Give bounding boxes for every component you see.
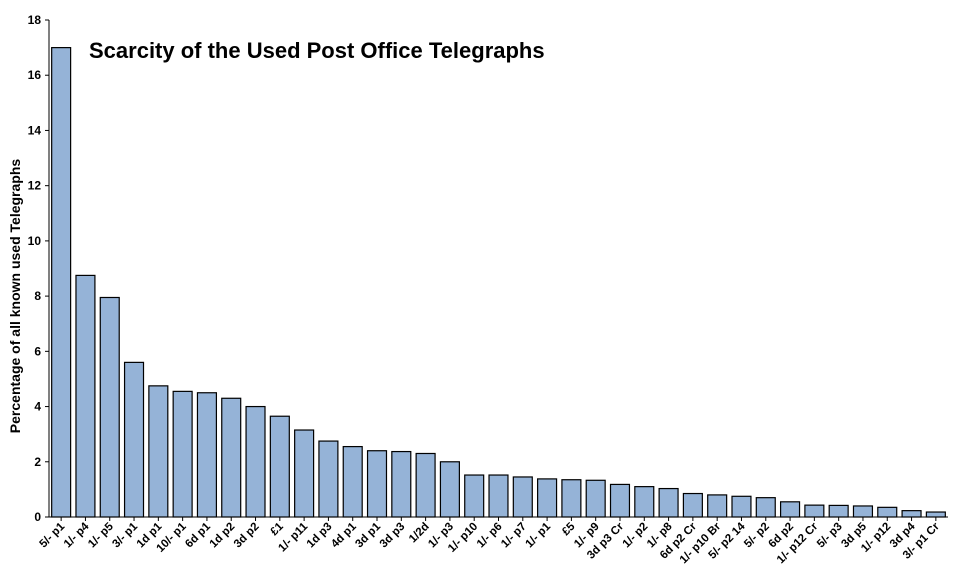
- bar: [464, 474, 485, 518]
- bar: [221, 397, 242, 518]
- x-tick-label: 1/- p6: [475, 521, 505, 551]
- bar: [269, 415, 290, 518]
- bar: [318, 440, 339, 518]
- y-tick-label: 12: [28, 179, 42, 193]
- bar: [804, 504, 825, 518]
- bar: [245, 405, 266, 518]
- y-tick-label: 8: [34, 289, 41, 303]
- x-tick-label: £5: [560, 520, 578, 538]
- bar: [609, 483, 631, 518]
- x-tick-label: 1/- p4: [62, 520, 92, 550]
- bar: [731, 495, 752, 518]
- x-tick-label: 6d p1: [183, 520, 213, 550]
- bar: [852, 505, 874, 518]
- bar: [123, 361, 145, 518]
- y-tick-label: 0: [34, 510, 41, 524]
- bar: [75, 274, 96, 518]
- x-tick-label: 1/- p1: [523, 520, 553, 550]
- x-tick-label: 1/- p5: [86, 520, 116, 550]
- bar: [585, 479, 606, 518]
- x-tick-label: 4d p1: [329, 520, 359, 550]
- bar: [512, 476, 533, 518]
- bar: [51, 47, 72, 518]
- x-tick-label: 1d p2: [208, 521, 238, 551]
- x-tick-label: 3d p3: [378, 521, 408, 551]
- bar: [172, 390, 193, 518]
- bar: [391, 450, 412, 518]
- bar: [342, 445, 363, 518]
- y-tick-label: 18: [28, 13, 42, 27]
- bar: [196, 392, 218, 518]
- y-tick-label: 14: [28, 123, 42, 137]
- y-axis-ticks: 0 2 4 6 8 10 12 14 16 18: [28, 13, 49, 524]
- y-tick-label: 4: [34, 400, 41, 414]
- x-tick-label: 3d p1: [353, 520, 383, 550]
- x-tick-label: 5/- p1: [38, 520, 68, 550]
- bar: [828, 504, 849, 518]
- x-tick-label: 1/- p7: [499, 521, 529, 551]
- bar: [99, 296, 120, 518]
- x-tick-label: 5/- p3: [815, 521, 845, 551]
- y-tick-label: 10: [28, 234, 42, 248]
- bar: [537, 478, 558, 518]
- y-tick-label: 16: [28, 68, 42, 82]
- y-axis-label: Percentage of all known used Telegraphs: [7, 159, 23, 434]
- x-tick-label: 1/- p2: [621, 521, 651, 551]
- bar: [707, 494, 728, 518]
- bar: [658, 487, 679, 518]
- bar: [877, 506, 898, 518]
- bar: [925, 511, 946, 518]
- bar: [439, 461, 460, 518]
- chart-title: Scarcity of the Used Post Office Telegra…: [89, 38, 545, 63]
- bar: [755, 497, 776, 518]
- bar: [561, 479, 582, 518]
- x-tick-label: 5/- p2: [742, 521, 772, 551]
- bar: [294, 429, 315, 518]
- bar: [901, 510, 922, 518]
- bar: [634, 486, 655, 518]
- bar: [415, 452, 436, 518]
- x-tick-label: 1d p3: [305, 521, 335, 551]
- x-tick-label: 3d p2: [232, 521, 262, 551]
- y-tick-label: 6: [34, 344, 41, 358]
- y-tick-label: 2: [34, 455, 41, 469]
- bar: [488, 474, 509, 518]
- bar: [682, 492, 703, 518]
- bars-group: [51, 47, 946, 518]
- x-tick-label: 3/- p1: [110, 520, 140, 550]
- bar: [148, 385, 169, 518]
- bar: [366, 450, 388, 518]
- x-tick-label: £1: [268, 520, 286, 538]
- bar: [779, 501, 801, 518]
